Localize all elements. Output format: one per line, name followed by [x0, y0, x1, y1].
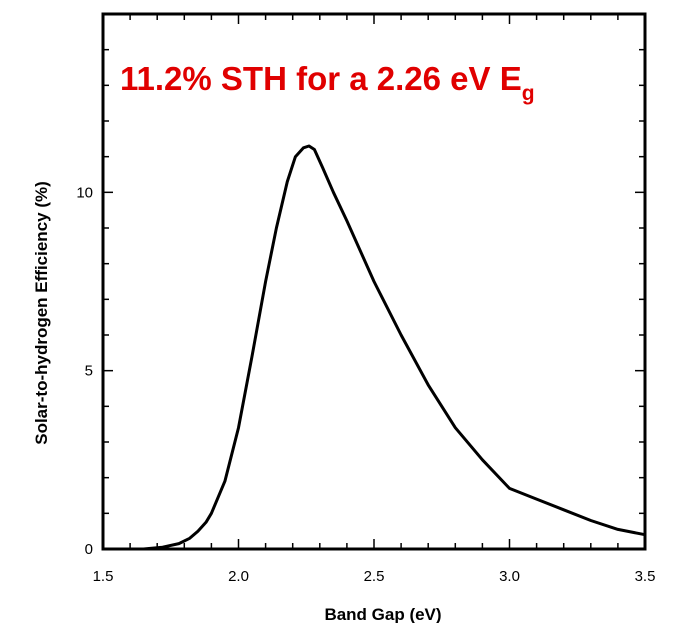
y-tick-label: 5 [85, 363, 93, 380]
efficiency-annotation: 11.2% STH for a 2.26 eV Eg [120, 60, 535, 105]
x-axis-title: Band Gap (eV) [324, 605, 441, 623]
x-tick-label: 2.0 [228, 568, 249, 585]
annotation-main: 11.2% STH for a 2.26 eV E [120, 60, 522, 97]
series-line [116, 144, 646, 551]
plot-area: 1.5 2.0 2.5 3.0 3.5 0 5 10 [76, 12, 656, 585]
y-tick-label: 0 [85, 541, 93, 558]
ticks [102, 13, 646, 550]
x-tick-label: 1.5 [93, 568, 114, 585]
y-tick-label: 10 [76, 184, 93, 201]
y-tick-labels: 0 5 10 [76, 184, 93, 558]
y-axis-title: Solar-to-hydrogen Efficiency (%) [32, 181, 51, 445]
x-tick-label: 2.5 [364, 568, 385, 585]
x-tick-labels: 1.5 2.0 2.5 3.0 3.5 [93, 568, 656, 585]
annotation-subscript: g [522, 82, 535, 105]
series-lines [116, 144, 646, 551]
x-tick-label: 3.0 [499, 568, 520, 585]
x-tick-label: 3.5 [635, 568, 656, 585]
